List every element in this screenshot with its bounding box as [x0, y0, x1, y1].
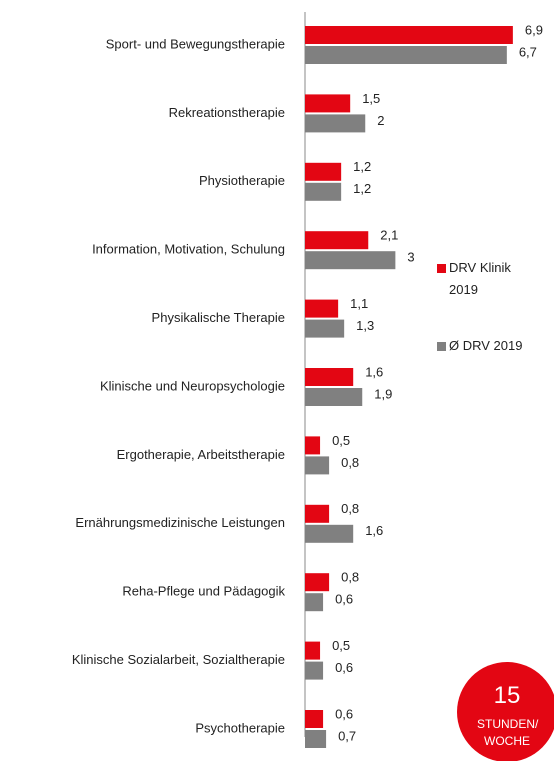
bar — [305, 182, 342, 201]
value-label: 3 — [407, 250, 414, 265]
value-label: 0,7 — [338, 728, 356, 743]
bar — [305, 388, 363, 406]
bar — [305, 299, 339, 318]
category-label: Psychotherapie — [195, 720, 285, 735]
value-label: 6,9 — [525, 22, 543, 37]
value-label: 0,8 — [341, 570, 359, 585]
legend-swatch — [437, 342, 446, 351]
category-label: Klinische und Neuropsychologie — [100, 378, 285, 393]
value-label: 0,5 — [332, 433, 350, 448]
value-label: 0,8 — [341, 501, 359, 516]
category-label: Rekreationstherapie — [169, 105, 285, 120]
category-label: Reha-Pflege und Pädagogik — [122, 584, 285, 599]
category-label: Sport- und Bewegungstherapie — [106, 36, 285, 51]
legend-label: Ø DRV 2019 — [449, 338, 523, 353]
bar — [305, 46, 507, 64]
bar — [305, 456, 330, 475]
category-label: Ernährungsmedizinische Leistungen — [75, 515, 285, 530]
legend-label: DRV Klinik 2019 — [449, 260, 511, 297]
value-label: 0,6 — [335, 660, 353, 675]
bar — [305, 504, 330, 523]
value-label: 2 — [377, 113, 384, 128]
bar — [305, 231, 369, 250]
category-label: Information, Motivation, Schulung — [92, 242, 285, 257]
legend-swatch — [437, 264, 446, 273]
badge-label: STUNDEN/ WOCHE — [477, 717, 539, 748]
bar — [305, 730, 327, 748]
bar — [305, 661, 324, 680]
bar — [305, 319, 345, 338]
category-label: Ergotherapie, Arbeitstherapie — [117, 447, 285, 462]
value-label: 1,6 — [365, 364, 383, 379]
bar — [305, 94, 351, 113]
badge-circle — [457, 662, 554, 761]
value-label: 0,8 — [341, 455, 359, 470]
bar — [305, 114, 366, 133]
value-label: 1,3 — [356, 318, 374, 333]
bar — [305, 162, 342, 181]
bar — [305, 524, 354, 543]
bar — [305, 710, 324, 728]
value-label: 1,2 — [353, 181, 371, 196]
bar — [305, 436, 321, 455]
value-label: 0,5 — [332, 638, 350, 653]
bar — [305, 573, 330, 592]
value-label: 0,6 — [335, 592, 353, 607]
bar — [305, 251, 396, 270]
value-label: 1,1 — [350, 296, 368, 311]
value-label: 1,6 — [365, 523, 383, 538]
value-label: 2,1 — [380, 228, 398, 243]
category-label: Physiotherapie — [199, 173, 285, 188]
bar — [305, 26, 513, 44]
value-label: 1,5 — [362, 91, 380, 106]
badge-number: 15 — [493, 682, 521, 709]
category-label: Klinische Sozialarbeit, Sozialtherapie — [72, 652, 285, 667]
bar — [305, 641, 321, 660]
category-label: Physikalische Therapie — [152, 310, 285, 325]
value-label: 1,2 — [353, 159, 371, 174]
bar — [305, 368, 354, 386]
value-label: 0,6 — [335, 706, 353, 721]
bar — [305, 593, 324, 612]
value-label: 6,7 — [519, 44, 537, 59]
value-label: 1,9 — [374, 386, 392, 401]
